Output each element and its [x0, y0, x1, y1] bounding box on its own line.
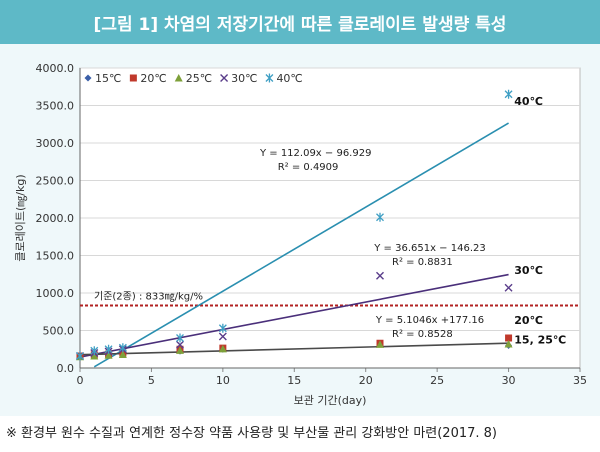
- chloride-scatter-chart: 0.0 500.0 1000.0 1500.0 2000.0 2500.0 3000.0 35…: [14, 62, 587, 407]
- data-point: [504, 89, 513, 99]
- data-point: [118, 343, 127, 353]
- y-tick-label: 0.0: [57, 362, 75, 375]
- data-point: [104, 344, 113, 354]
- data-point: [376, 271, 384, 280]
- legend-entry: 30℃: [231, 72, 257, 85]
- trendline-3: [79, 342, 509, 356]
- data-point: [505, 334, 513, 342]
- chart-area: 0.0 500.0 1000.0 1500.0 2000.0 2500.0 3000.0 35…: [0, 44, 600, 416]
- trendline-equation: Y = 36.651x − 146.23: [373, 243, 485, 254]
- series-end-label: 40℃: [514, 95, 543, 108]
- series-end-label: 20℃: [514, 314, 543, 327]
- series-end-label: 30℃: [514, 264, 543, 277]
- x-axis-title: 보관 기간(day): [294, 394, 367, 407]
- y-axis-title: 클로레이트(㎎/kg): [14, 174, 27, 261]
- legend-entry: 15℃: [95, 72, 121, 85]
- legend-marker: [84, 74, 92, 82]
- data-point: [504, 340, 513, 348]
- y-tick-label: 2500.0: [36, 175, 75, 188]
- y-tick-label: 1000.0: [36, 287, 75, 300]
- y-tick-label: 2000.0: [36, 212, 75, 225]
- reference-line-label: 기준(2종) : 833㎎/kg/%: [94, 291, 203, 303]
- source-footnote: ※ 환경부 원수 수질과 연계한 정수장 약품 사용량 및 부산물 관리 강화방…: [6, 426, 498, 441]
- data-point: [176, 333, 184, 343]
- legend-marker: [129, 74, 137, 82]
- trendline-equation: Y = 112.09x − 96.929: [259, 148, 371, 159]
- data-point: [218, 332, 227, 341]
- figure-title-banner: [그림 1] 차염의 저장기간에 따른 클로레이트 발생량 특성: [0, 0, 600, 44]
- y-tick-label: 1500.0: [36, 250, 75, 263]
- data-point: [76, 351, 84, 361]
- trendline-2: [79, 273, 509, 358]
- legend-entry: 40℃: [276, 72, 302, 85]
- figure-title: [그림 1] 차염의 저장기간에 따른 클로레이트 발생량 특성: [93, 14, 507, 35]
- series-end-label: 15, 25℃: [514, 334, 566, 347]
- data-point: [118, 350, 127, 358]
- legend-entry: 20℃: [140, 72, 166, 85]
- data-point: [218, 323, 227, 333]
- legend-marker: [220, 74, 229, 82]
- x-tick-label: 0: [77, 374, 84, 387]
- data-point: [218, 344, 227, 353]
- data-point: [504, 283, 513, 292]
- x-tick-label: 30: [502, 374, 516, 387]
- trendline-equation: Y = 5.1046x +177.16: [375, 315, 484, 326]
- legend-marker: [265, 73, 274, 83]
- y-tick-label: 3000.0: [36, 137, 75, 150]
- legend-entry: 25℃: [186, 72, 212, 85]
- data-point: [376, 212, 384, 222]
- data-point: [90, 346, 99, 356]
- data-point: [104, 351, 113, 359]
- x-tick-label: 35: [573, 374, 587, 387]
- y-tick-label: 500.0: [43, 325, 75, 338]
- data-point: [90, 352, 99, 360]
- trendline-1: [93, 122, 509, 368]
- data-point: [176, 340, 184, 349]
- x-tick-label: 15: [287, 374, 301, 387]
- y-tick-label: 3500.0: [36, 100, 75, 113]
- data-point: [176, 346, 184, 354]
- legend-marker: [174, 74, 183, 82]
- trendline-r2: R² = 0.8528: [392, 329, 453, 340]
- x-tick-label: 5: [148, 374, 155, 387]
- trendline-r2: R² = 0.4909: [278, 162, 339, 173]
- data-point: [376, 340, 384, 348]
- trendline-r2: R² = 0.8831: [392, 257, 453, 268]
- x-tick-label: 20: [359, 374, 373, 387]
- x-tick-label: 25: [430, 374, 444, 387]
- x-tick-label: 10: [216, 374, 230, 387]
- y-tick-label: 4000.0: [36, 62, 75, 75]
